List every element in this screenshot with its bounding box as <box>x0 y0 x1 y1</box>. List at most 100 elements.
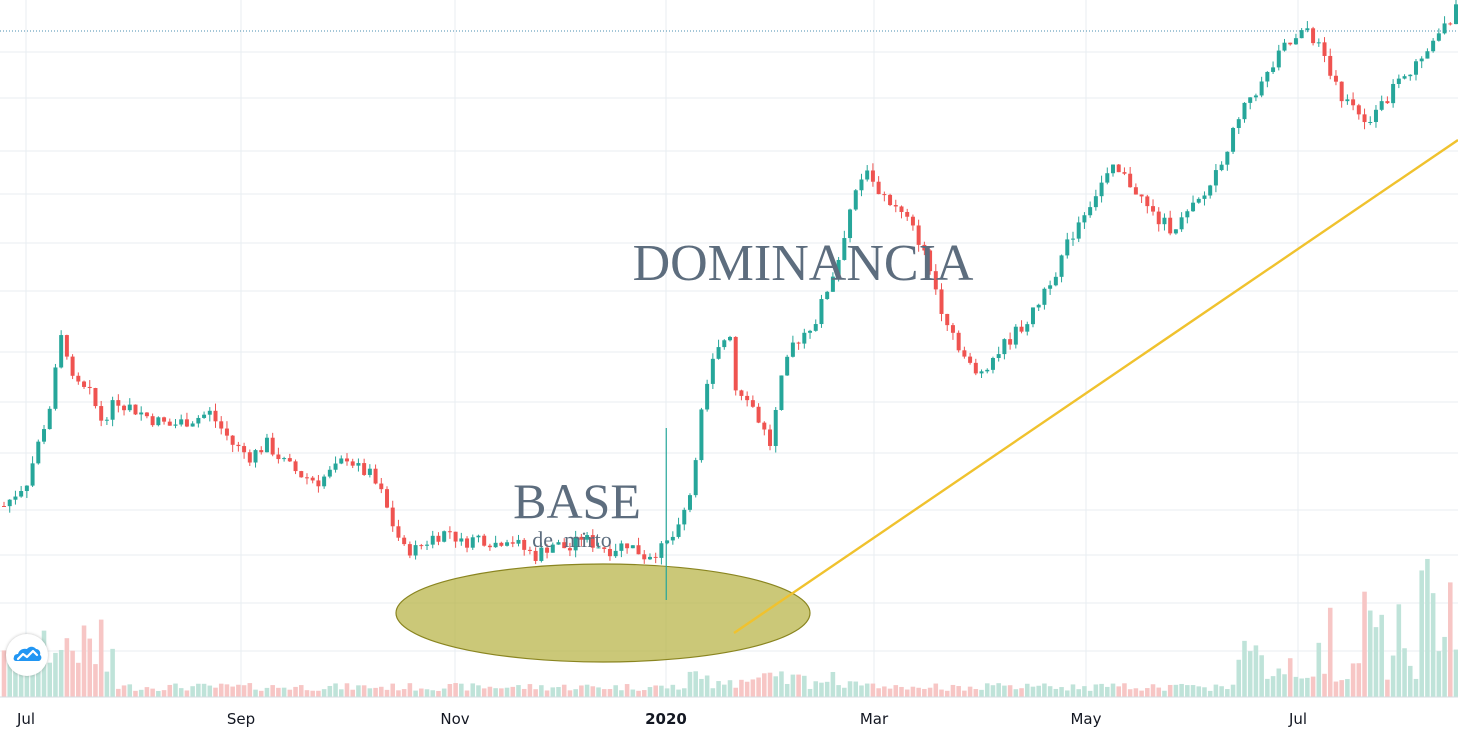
volume-bar <box>887 688 893 697</box>
volume-bar <box>567 690 573 697</box>
candle-body <box>7 499 12 507</box>
volume-bar <box>1287 658 1293 697</box>
candle-body <box>790 342 795 357</box>
candle-body <box>1013 326 1018 345</box>
candle-body <box>1030 307 1035 325</box>
candle-body <box>865 170 870 180</box>
volume-bar <box>516 685 521 697</box>
candle-body <box>1413 61 1418 75</box>
volume-bar <box>1339 680 1344 697</box>
volume-bar <box>1122 683 1127 697</box>
volume-bar <box>830 671 836 697</box>
volume-bar <box>539 685 544 697</box>
candle-body <box>945 313 950 326</box>
base-ellipse[interactable] <box>395 563 811 663</box>
volume-bar <box>53 652 58 697</box>
candle-body <box>93 388 98 407</box>
candle-body <box>482 535 487 546</box>
volume-bar <box>979 689 984 697</box>
candle-body <box>144 412 149 417</box>
volume-bar <box>1276 668 1282 697</box>
candle-body <box>1162 217 1167 225</box>
volume-bar <box>1345 679 1350 697</box>
volume-bar <box>922 688 927 697</box>
tradingview-logo[interactable] <box>6 634 48 676</box>
candle-body <box>550 544 555 553</box>
candle-body <box>299 471 304 478</box>
volume-bar <box>584 684 590 697</box>
candle-body <box>402 537 407 545</box>
candle-body <box>59 335 64 368</box>
volume-bar <box>93 664 98 697</box>
volume-bar <box>213 687 218 697</box>
candle-body <box>30 463 35 486</box>
volume-bar <box>178 688 184 697</box>
candle-body <box>1179 217 1184 230</box>
volume-bar <box>1402 648 1407 697</box>
volume-bar <box>1390 655 1396 697</box>
volume-bar <box>1385 679 1390 697</box>
candle-body <box>1305 28 1310 31</box>
volume-bar <box>1110 683 1116 697</box>
volume-bar <box>367 688 373 697</box>
candle-body <box>1391 83 1396 104</box>
grid <box>0 0 1458 697</box>
volume-bar <box>1042 683 1047 697</box>
candle-body <box>13 496 18 500</box>
volume-bar <box>510 686 516 697</box>
x-tick-label: Mar <box>860 710 889 728</box>
volume-bar <box>1310 676 1316 697</box>
volume-bar <box>121 685 127 697</box>
candle-body <box>556 542 561 545</box>
volume-bar <box>258 690 264 697</box>
volume-bar <box>1379 614 1384 697</box>
trendline[interactable] <box>733 139 1458 634</box>
candle-body <box>310 477 315 481</box>
volume-bar <box>1350 663 1356 697</box>
candle-body <box>1259 81 1264 96</box>
candle-body <box>53 367 58 409</box>
candles <box>2 0 1458 600</box>
candle-body <box>848 209 853 239</box>
volume-bar <box>1425 558 1430 697</box>
candle-body <box>162 417 167 422</box>
volume-bar <box>58 649 64 697</box>
candle-body <box>545 547 550 553</box>
candle-body <box>1345 99 1350 102</box>
volume-bar <box>1207 690 1213 697</box>
volume-bar <box>1093 684 1099 697</box>
x-tick-label: Sep <box>227 710 255 728</box>
candle-body <box>344 458 349 462</box>
candle-body <box>1185 211 1190 218</box>
candle-body <box>928 250 933 272</box>
volume-bar <box>133 690 138 697</box>
candle-body <box>705 383 710 410</box>
candle-body <box>104 419 109 421</box>
candle-body <box>779 375 784 410</box>
candle-body <box>1059 255 1064 277</box>
candle-body <box>808 330 813 333</box>
candle-body <box>539 547 544 561</box>
volume-bar <box>1013 689 1019 697</box>
volume-bar <box>876 688 881 697</box>
candle-body <box>362 463 367 475</box>
candle-body <box>327 469 332 477</box>
candle-body <box>813 324 818 331</box>
candle-body <box>1168 217 1173 234</box>
candle-body <box>956 332 961 351</box>
candle-body <box>585 535 590 540</box>
candle-body <box>1213 170 1218 186</box>
candle-body <box>562 542 567 549</box>
volume-bar <box>401 689 407 697</box>
volume-bar <box>144 687 150 697</box>
volume-bar <box>453 683 458 697</box>
candle-body <box>830 276 835 292</box>
candle-body <box>1082 215 1087 223</box>
volume-bar <box>1099 683 1104 697</box>
candle-body <box>1242 102 1247 120</box>
candle-body <box>1156 211 1161 225</box>
candle-body <box>236 444 241 447</box>
volume-bar <box>664 688 670 697</box>
volume-bar <box>956 686 961 697</box>
